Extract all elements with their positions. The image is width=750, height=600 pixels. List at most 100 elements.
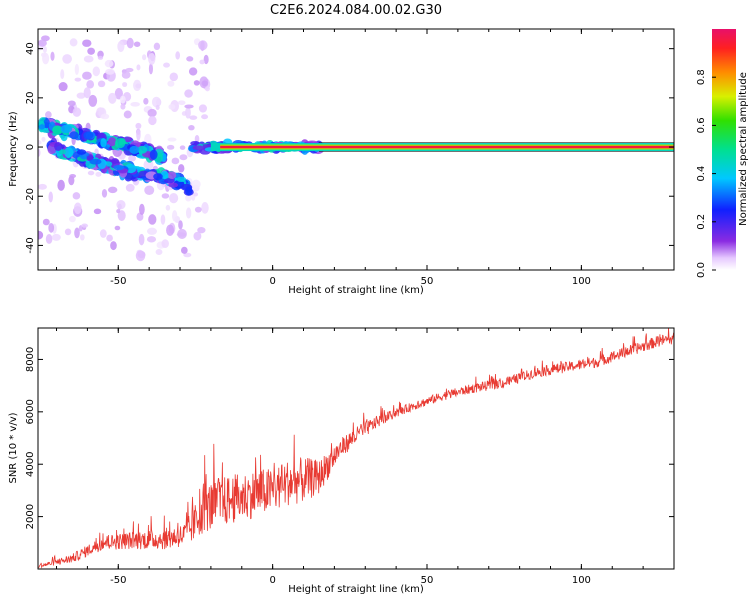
spectral-blob bbox=[128, 155, 137, 162]
x-tick-label: 100 bbox=[572, 276, 591, 287]
colorbar-label: Normalized spectral amplitude bbox=[738, 72, 749, 226]
spectral-blob bbox=[114, 138, 126, 149]
spectral-blob bbox=[69, 131, 79, 140]
spectral-blob bbox=[139, 203, 145, 215]
spectral-blob bbox=[155, 104, 160, 110]
spectral-blob bbox=[171, 210, 178, 222]
spectral-blob bbox=[185, 194, 192, 202]
spectral-blob bbox=[169, 72, 179, 82]
spectral-blob bbox=[87, 47, 95, 55]
x-tick-label: -50 bbox=[110, 276, 126, 287]
colorbar-tick-label: 0.2 bbox=[696, 214, 707, 230]
spectral-blob bbox=[101, 188, 108, 198]
spectral-blob bbox=[114, 225, 121, 231]
spectral-blob bbox=[125, 183, 135, 192]
spectral-blob bbox=[168, 103, 176, 110]
spectral-blob bbox=[148, 214, 157, 225]
colorbar-tick-label: 0.4 bbox=[696, 166, 707, 182]
spectral-blob bbox=[51, 233, 61, 241]
spectral-blob bbox=[177, 100, 186, 106]
spectral-blob bbox=[97, 55, 104, 60]
spectral-blob bbox=[45, 234, 53, 244]
spectral-blob bbox=[73, 202, 82, 215]
spectral-blob bbox=[72, 192, 81, 200]
spectral-blob bbox=[179, 154, 188, 161]
spectral-blob bbox=[76, 149, 87, 155]
spectral-blob bbox=[186, 56, 194, 62]
y-tick-label: -40 bbox=[25, 237, 36, 253]
spectral-blob bbox=[50, 51, 55, 61]
spectral-blob bbox=[41, 136, 46, 142]
spectral-blob bbox=[147, 227, 157, 235]
spectral-blob bbox=[126, 37, 134, 49]
spectral-blob bbox=[190, 140, 200, 146]
spectral-blob bbox=[104, 59, 114, 68]
spectral-blob bbox=[188, 124, 195, 131]
colorbar-gradient bbox=[712, 29, 736, 270]
spectral-blob bbox=[43, 118, 50, 129]
spectral-blob bbox=[147, 108, 157, 118]
spectral-blob bbox=[48, 191, 53, 203]
spectral-blob bbox=[107, 186, 118, 194]
spectral-blob bbox=[52, 125, 62, 135]
spectral-blob bbox=[203, 54, 209, 65]
y-tick-label: 2000 bbox=[25, 504, 36, 529]
spectral-blob bbox=[155, 248, 163, 255]
spectral-blob bbox=[86, 80, 95, 89]
x-tick-label: 100 bbox=[572, 575, 591, 586]
spectral-blob bbox=[178, 164, 185, 173]
spectral-blob bbox=[137, 145, 148, 154]
spectral-blob bbox=[200, 40, 205, 52]
spectral-blob bbox=[176, 176, 187, 182]
axes-top: -50 0 50 100 -40 -20 0 20 40 bbox=[25, 29, 675, 287]
spectral-blob bbox=[136, 64, 141, 71]
snr-panel: -50 0 50 100 2000 4000 6000 8000 Height of stra… bbox=[8, 327, 675, 595]
spectral-blob bbox=[113, 164, 125, 171]
spectral-blob bbox=[151, 96, 161, 108]
spectral-blob bbox=[117, 210, 126, 222]
spectrogram-panel: -50 0 50 100 -40 -20 0 20 40 Height of straight … bbox=[8, 28, 675, 296]
spectral-blob bbox=[130, 101, 140, 107]
spectral-blob bbox=[183, 252, 192, 258]
spectral-blob bbox=[58, 82, 68, 92]
spectral-blob bbox=[143, 97, 149, 105]
spectral-blob bbox=[76, 92, 86, 99]
spectral-blob bbox=[120, 103, 126, 110]
spectral-blob bbox=[87, 170, 95, 176]
spectral-blob bbox=[161, 193, 170, 199]
spectral-blob bbox=[125, 67, 134, 73]
spectral-blob bbox=[38, 183, 47, 190]
spectral-blob bbox=[201, 201, 209, 214]
spectral-blob bbox=[167, 137, 177, 142]
spectral-blob bbox=[194, 206, 202, 213]
spectral-blob bbox=[148, 115, 157, 126]
spectral-blob bbox=[38, 230, 44, 240]
spectral-blob bbox=[100, 138, 107, 148]
spectral-blob bbox=[108, 92, 117, 104]
spectral-blob bbox=[72, 107, 82, 117]
spectral-blob bbox=[92, 66, 100, 77]
x-tick-label: 0 bbox=[269, 575, 275, 586]
spectral-blob bbox=[67, 100, 76, 107]
spectral-blob bbox=[144, 133, 152, 145]
spectral-blob bbox=[114, 87, 123, 100]
spectral-blob bbox=[69, 38, 78, 47]
spectral-blob bbox=[64, 228, 72, 236]
spectral-blob bbox=[45, 111, 52, 119]
spectral-blob bbox=[133, 41, 141, 47]
spectral-blob bbox=[193, 192, 199, 197]
spectral-blob bbox=[110, 241, 117, 251]
spectral-blob bbox=[83, 55, 94, 63]
figure-title: C2E6.2024.084.00.02.G30 bbox=[270, 3, 442, 18]
spectral-blob bbox=[146, 236, 157, 243]
spectral-blob bbox=[185, 186, 193, 196]
spectral-blob bbox=[175, 51, 181, 60]
steady-line-core bbox=[220, 145, 674, 149]
spectral-blob bbox=[64, 147, 74, 158]
spectral-blob bbox=[88, 94, 98, 107]
colorbar-tick-label: 0.0 bbox=[696, 262, 707, 278]
spectral-blob bbox=[74, 77, 82, 82]
spectral-blob bbox=[191, 179, 201, 189]
spectral-blob bbox=[48, 222, 55, 233]
